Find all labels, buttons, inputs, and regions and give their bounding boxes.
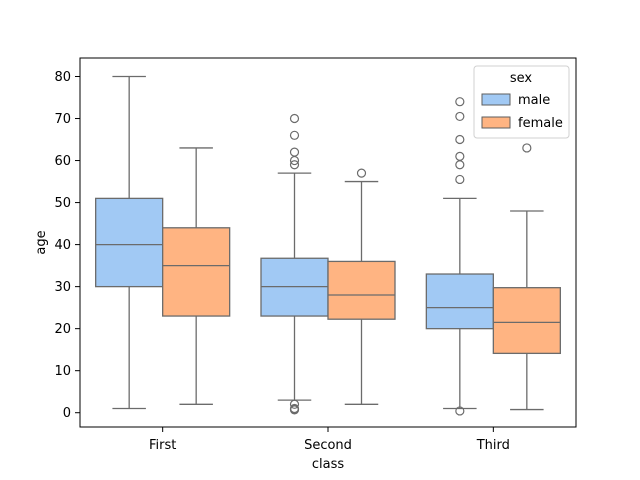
x-tick-label-first: First [149,438,176,453]
box-group-male-first [95,75,164,410]
legend-title: sex [510,71,533,86]
box-group-male-second [260,113,329,415]
outlier-male-third-6 [455,97,465,107]
outlier-female-second-0 [356,168,367,178]
legend-swatch-female [481,116,511,129]
outlier-male-second-4 [289,160,300,170]
y-tick-label-70: 70 [54,112,71,127]
y-tick-label-20: 20 [54,322,71,337]
x-tick-label-second: Second [304,438,352,453]
legend-label-female: female [518,116,563,131]
box-female-second [327,260,396,320]
y-tick-label-60: 60 [54,154,71,169]
legend-label-male: male [518,93,550,108]
outlier-male-second-2 [289,403,300,414]
outlier-male-third-0 [455,406,465,416]
outlier-male-second-3 [289,399,300,409]
y-tick-label-0: 0 [63,406,71,421]
outlier-male-second-6 [289,147,300,157]
box-group-female-first [162,147,231,405]
legend: sex male female [473,65,570,139]
y-tick-label-10: 10 [54,364,71,379]
x-axis-label: class [312,457,344,472]
plot-layer [95,75,561,416]
outlier-male-second-8 [289,113,300,124]
outlier-male-third-5 [455,111,465,122]
outlier-male-third-1 [455,174,465,185]
box-group-male-third [425,97,494,416]
y-tick-label-50: 50 [54,196,71,211]
axis-layer: First Second Third 0 10 20 30 40 50 60 70 80 [54,70,509,453]
y-tick-label-30: 30 [54,280,71,295]
outlier-male-third-3 [455,151,465,161]
y-axis-label: age [34,230,49,254]
box-male-first [95,197,164,288]
y-tick-label-80: 80 [54,70,71,85]
box-group-female-third [492,143,561,411]
box-female-first [162,227,231,317]
x-tick-label-third: Third [476,438,510,453]
outlier-female-third-0 [522,143,532,153]
box-female-third [492,287,561,355]
outlier-male-third-4 [455,134,465,145]
outlier-male-second-7 [289,130,300,140]
y-tick-label-40: 40 [54,238,71,253]
box-group-female-second [327,168,396,405]
box-male-third [425,273,494,330]
legend-swatch-male [481,93,511,106]
